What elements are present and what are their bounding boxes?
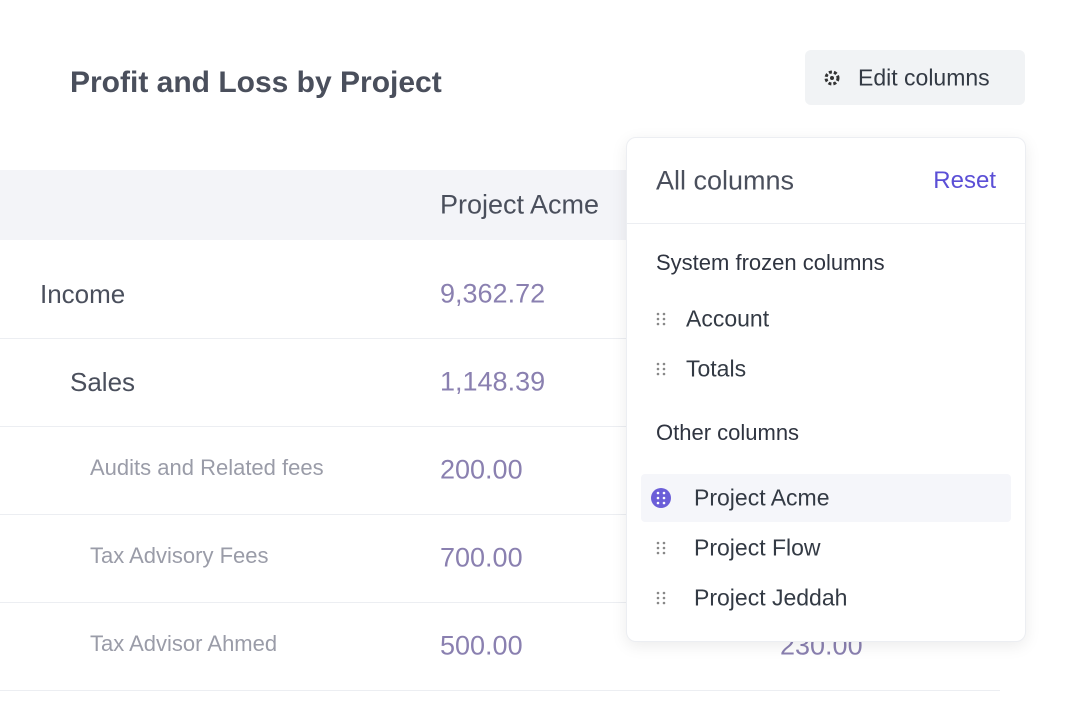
section-title: Other columns [656,420,800,445]
column-menu: All columns Reset System frozen columns A… [626,137,1026,642]
account-label: Tax Advisory Fees [90,543,269,568]
cell-value: 1,148.39 [440,366,546,397]
row-divider [0,690,1000,691]
handle-dots [656,362,666,376]
column-item[interactable]: Project Acme [694,484,830,511]
menu-title: All columns [656,165,795,196]
account-label: Tax Advisor Ahmed [90,631,278,656]
row-divider [0,338,1000,339]
drag-handle [651,488,671,508]
account-label: Sales [70,367,136,397]
handle-dots [656,491,666,505]
drag-handle [651,359,671,379]
divider [627,223,1025,224]
row-divider [0,514,1000,515]
row-divider [0,426,1000,427]
cell-value: 500.00 [440,630,523,661]
drag-handle [651,309,671,329]
reset-link[interactable]: Reset [933,167,996,194]
handle-dots [656,591,666,605]
column-item[interactable]: Totals [686,355,747,382]
cell-value: 200.00 [440,454,523,485]
column-header: Project Acme [440,189,600,220]
cell-value: 700.00 [440,542,523,573]
drag-handle [651,588,671,608]
section-title: System frozen columns [656,250,885,275]
account-label: Income [40,279,126,309]
column-item[interactable]: Account [686,305,770,332]
item-highlight [641,474,1011,522]
column-item[interactable]: Project Flow [694,534,821,561]
column-item[interactable]: Project Jeddah [694,584,848,611]
page-title: Profit and Loss by Project [70,66,442,99]
edit-columns-button[interactable]: Edit columns [805,50,1025,105]
handle-dots [656,541,666,555]
drag-handle [651,538,671,558]
row-divider [0,602,1000,603]
account-label: Audits and Related fees [90,455,324,480]
gear-icon [824,70,840,86]
handle-dots [656,312,666,326]
cell-value: 9,362.72 [440,278,546,309]
edit-columns-label: Edit columns [858,64,990,91]
